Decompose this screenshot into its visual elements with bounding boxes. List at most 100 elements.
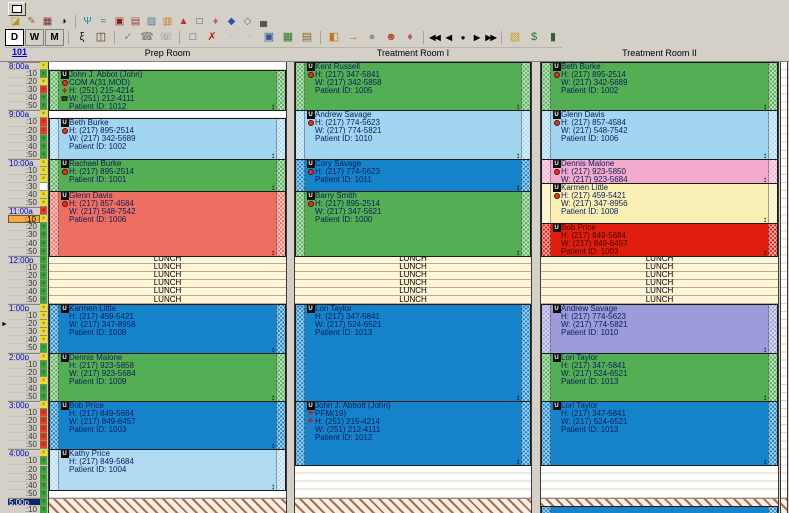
lab-icon[interactable]: ◆ [227, 15, 236, 27]
resize-handle-icon[interactable]: ↕ [271, 344, 275, 354]
today-button[interactable]: ● [460, 33, 466, 42]
time-slot-label: :20 [8, 78, 40, 87]
appointment-karmen-little[interactable]: U Karmen Little H: (217) 459-5421 W: (217) … [541, 183, 778, 225]
letters-icon[interactable]: ◇ [243, 15, 252, 27]
operatory-column-treatment-room-ii[interactable]: LUNCH LUNCH LUNCH LUNCH LUNCH LUNCH U Beth Burk… [540, 62, 779, 513]
appointment-dennis-malone[interactable]: U Dennis Malone H: (217) 923-5858 W: (217) … [49, 352, 286, 402]
reports-icon[interactable]: ◑ [60, 15, 67, 27]
appointment-barry-smith[interactable]: U Barry Smith H: (217) 895-2514 W: (217) 34… [295, 191, 531, 257]
family-file-icon[interactable]: ☻ [385, 31, 397, 43]
resize-handle-icon[interactable]: ↕ [763, 247, 767, 257]
appointment-bob-price[interactable]: U Bob Price H: (217) 849-5684 W: (217) 849-… [49, 400, 286, 451]
track-appointment-icon[interactable]: ◧ [328, 31, 340, 43]
print-icon[interactable]: ▄ [259, 15, 268, 27]
appointment-lori-taylor[interactable]: U Lori Taylor H: (217) 347-5841 W: (217) 52… [295, 304, 531, 402]
appointment-edge-pattern [50, 119, 59, 159]
next-day-button[interactable]: ▶ [473, 33, 480, 42]
medical-alert-icon[interactable]: ● [368, 31, 376, 43]
first-visible-hour-button[interactable]: ◀◀ [429, 33, 440, 42]
recall-icon[interactable]: ▥ [162, 15, 173, 27]
patient-info-icon[interactable]: ▤ [301, 31, 313, 43]
accounts-icon[interactable]: ▦ [42, 15, 53, 27]
previous-day-button[interactable]: ◀ [445, 33, 452, 42]
appointment-andrew-savage[interactable]: U Andrew Savage H: (217) 774-5623 W: (217) … [541, 304, 778, 354]
resize-handle-icon[interactable]: ↕ [763, 215, 767, 225]
appointment-john-j-abbott-john[interactable]: U John J. Abbott (John) ✚ PFM(19) ✚ H: (251) … [295, 400, 531, 467]
appointment-karmen-little[interactable]: U Karmen Little H: (217) 459-5421 W: (217) … [49, 304, 286, 354]
call-list-icon[interactable]: ☏ [159, 31, 173, 43]
appointment-glenn-davis[interactable]: U Glenn Davis H: (217) 857-4584 W: (217) 54… [541, 110, 778, 160]
referrals-icon[interactable]: ▲ [178, 15, 189, 27]
appointment-cory-savage[interactable]: U Cory Savage H: (217) 774-5623 Patient ID:… [295, 158, 531, 193]
resize-handle-icon[interactable]: ↕ [516, 102, 520, 112]
resize-handle-icon[interactable]: ↕ [763, 457, 767, 467]
appointment-lori-taylor[interactable]: U Lori Taylor H: (217) 347-5841 W: (217) 52… [541, 400, 778, 467]
call-patient-icon[interactable]: ☎ [140, 31, 154, 43]
schedule-assistant-icon[interactable]: ξ [79, 31, 85, 43]
window-restore-button[interactable] [8, 2, 26, 16]
appointment-andrew-savage[interactable]: U Andrew Savage H: (217) 774-5623 W: (217) … [295, 110, 531, 160]
resize-handle-icon[interactable]: ↕ [516, 457, 520, 467]
delete-icon[interactable]: ▮ [549, 31, 557, 43]
schedule-icon[interactable]: ◪ [10, 15, 21, 27]
lunch-row: LUNCH [295, 279, 531, 288]
resize-handle-icon[interactable]: ↕ [271, 247, 275, 257]
view-week-button[interactable]: W [25, 29, 44, 46]
last-visible-hour-button[interactable]: ▶▶ [485, 33, 496, 42]
appointment-lori-taylor[interactable]: U Lori Taylor H: (217) 347-5841 W: (217) 52… [541, 352, 778, 402]
procedure-cross-icon: ✚ [307, 410, 314, 418]
treatment-case-icon[interactable]: ▣ [114, 15, 125, 27]
appointment-rachael-burke[interactable]: U Rachael Burke H: (217) 895-2514 Patient I… [49, 158, 286, 193]
resize-handle-icon[interactable]: ↕ [763, 344, 767, 354]
appointment-glenn-davis[interactable]: U Glenn Davis H: (217) 857-4584 W: (217) 54… [49, 191, 286, 257]
goto-date-icon[interactable]: ▦ [282, 31, 294, 43]
break-appointment-icon[interactable]: ✗ [207, 31, 217, 43]
perio-icon[interactable]: ≈ [100, 15, 107, 27]
office-journal-icon[interactable]: ♦ [407, 31, 413, 43]
imaging-icon[interactable]: ▨ [146, 15, 157, 27]
resize-handle-icon[interactable]: ↕ [763, 392, 767, 402]
resize-handle-icon[interactable]: ↕ [271, 441, 275, 451]
view-day-button[interactable]: D [5, 29, 24, 46]
new-appointment-icon[interactable]: □ [189, 31, 197, 43]
resize-handle-icon[interactable]: ↕ [763, 102, 767, 112]
appointment-kathy-price[interactable]: U Kathy Price H: (217) 849-5684 Patient ID:… [49, 449, 286, 491]
operatory-column-prep-room[interactable]: LUNCH LUNCH LUNCH LUNCH LUNCH LUNCH U John J. A… [48, 62, 287, 513]
pinboard-icon[interactable]: ▣ [263, 31, 275, 43]
appointment-partial[interactable] [541, 505, 778, 513]
appointment-kent-russell[interactable]: U Kent Russell H: (217) 347-5841 W: (217) 3… [295, 62, 531, 112]
resize-handle-icon[interactable]: ↕ [516, 150, 520, 160]
resize-handle-icon[interactable]: ↕ [271, 392, 275, 402]
prescriptions-icon[interactable]: ♦ [212, 15, 219, 27]
copy-appointment-icon[interactable]: ▫ [248, 31, 252, 43]
resize-handle-icon[interactable]: ↕ [271, 150, 275, 160]
resize-handle-icon[interactable]: ↕ [271, 481, 275, 491]
appointment-dennis-malone[interactable]: U Dennis Malone H: (217) 923-5850 W: (217) … [541, 158, 778, 185]
appointment-bob-price[interactable]: U Bob Price H: (217) 849-5684 W: (217) 849-… [541, 223, 778, 257]
ledger-icon[interactable]: ▤ [130, 15, 141, 27]
resize-handle-icon[interactable]: ↕ [516, 183, 520, 193]
payment-icon[interactable]: $ [530, 31, 538, 43]
resize-handle-icon[interactable]: ↕ [763, 150, 767, 160]
operatory-id-link[interactable]: 101 [12, 47, 28, 57]
appointment-list-icon[interactable]: ◫ [95, 31, 107, 43]
lunch-row: LUNCH [295, 263, 531, 272]
resize-handle-icon[interactable]: ↕ [516, 247, 520, 257]
chart-icon[interactable]: Ψ [83, 15, 92, 27]
documents-icon[interactable]: □ [196, 15, 203, 27]
resize-handle-icon[interactable]: ↕ [516, 392, 520, 402]
patients-icon[interactable]: ✎ [27, 15, 36, 27]
cut-appointment-icon[interactable]: ▫ [229, 31, 233, 43]
time-slot-label: :20 [8, 127, 40, 135]
confirm-icon[interactable]: ✓ [123, 31, 133, 43]
resize-handle-icon[interactable]: ↕ [271, 183, 275, 193]
resize-handle-icon[interactable]: ↕ [763, 175, 767, 185]
operatory-column-treatment-room-i[interactable]: LUNCH LUNCH LUNCH LUNCH LUNCH LUNCH U Kent Russ… [294, 62, 532, 513]
appointment-john-j-abbot-john[interactable]: U John J. Abbot (John) COM A(31,MOD) ✚ H: (2… [49, 70, 286, 112]
resize-handle-icon[interactable]: ↕ [271, 102, 275, 112]
appointment-beth-burke[interactable]: U Beth Burke H: (217) 895-2514 W: (217) 342… [541, 62, 778, 112]
check-in-icon[interactable]: → [347, 31, 359, 43]
view-month-button[interactable]: M [45, 29, 64, 46]
appointment-beth-burke[interactable]: U Beth Burke H: (217) 895-2514 W: (217) 342… [49, 118, 286, 160]
day-note-icon[interactable]: ▧ [509, 31, 521, 43]
